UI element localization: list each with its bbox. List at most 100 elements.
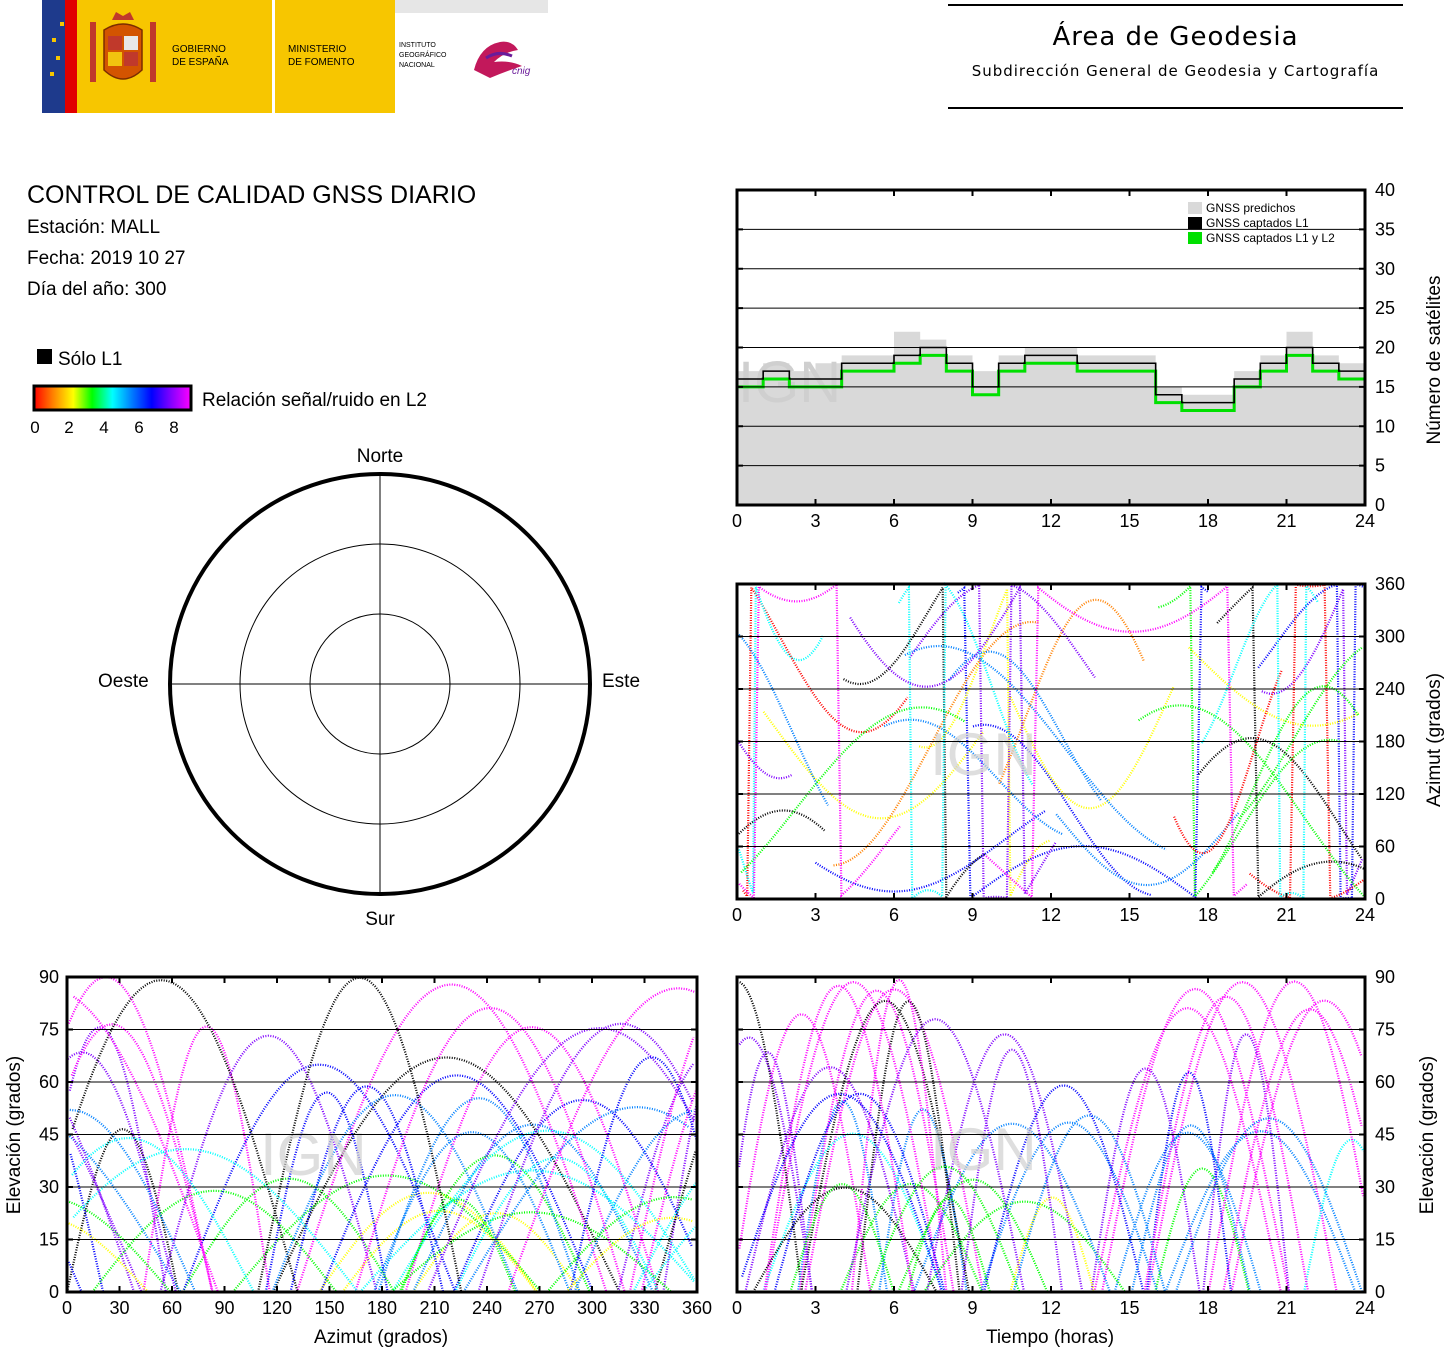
elev-time-track — [1145, 1071, 1233, 1293]
x-tick-label: 12 — [1041, 1298, 1061, 1318]
elev-az-track — [68, 1195, 694, 1293]
cnig-logo-icon: cnig — [474, 41, 531, 78]
elev-time-track — [738, 1013, 872, 1293]
azimuth-track — [736, 739, 792, 780]
y-tick-label: 75 — [1375, 1020, 1395, 1040]
y-tick-label: 15 — [1375, 377, 1395, 397]
x-tick-label: 12 — [1041, 511, 1061, 531]
x-tick-label: 180 — [367, 1298, 397, 1318]
elev-time-track — [1207, 980, 1365, 1293]
elev-time-track — [912, 1122, 1112, 1293]
azimuth-track — [1197, 736, 1363, 859]
y-tick-label: 30 — [39, 1177, 59, 1197]
azimuth-track — [762, 711, 985, 820]
x-tick-label: 24 — [1355, 511, 1375, 531]
elev-time-tracks — [736, 979, 1365, 1293]
elev-time-track — [1130, 1124, 1252, 1293]
elev-az-track — [390, 1211, 673, 1293]
elev-az-track — [66, 1128, 180, 1293]
elev-az-track — [71, 978, 697, 1293]
eu-flag-strip — [42, 0, 65, 113]
azimuth-track — [833, 620, 1039, 867]
y-tick-label: 25 — [1375, 298, 1395, 318]
y-tick-label: 15 — [1375, 1230, 1395, 1250]
y-tick-label: 35 — [1375, 219, 1395, 239]
ministerio-line-2: DE FOMENTO — [288, 57, 355, 68]
azimuth-track — [1158, 583, 1342, 900]
elev-az-tracks — [66, 975, 697, 1293]
azimuth-track — [814, 809, 1046, 893]
elev-time-track — [796, 1100, 889, 1293]
elev-time-track — [1012, 1114, 1167, 1293]
azimuth-track — [1261, 588, 1364, 896]
predicted-area — [737, 331, 1365, 505]
elev-time-track — [1093, 1006, 1282, 1293]
x-tick-label: 15 — [1119, 511, 1139, 531]
snr-label: Relación señal/ruido en L2 — [202, 390, 427, 411]
azimuth-track — [1200, 581, 1319, 901]
elev-time-track — [738, 1036, 814, 1293]
elev-time-track — [1090, 1067, 1201, 1293]
y-tick-label: 30 — [1375, 1177, 1395, 1197]
satellite-count-chart: GNSS predichos GNSS captados L1 GNSS cap… — [732, 180, 1445, 531]
azimuth-track — [904, 644, 1167, 851]
elev-time-track — [1113, 1131, 1262, 1293]
elev-time-track — [737, 1051, 813, 1293]
snr-legend: Sólo L1 Relación señal/ruido en L2 0 2 4… — [30, 349, 427, 437]
y-tick-label: 15 — [39, 1230, 59, 1250]
x-tick-label: 300 — [577, 1298, 607, 1318]
snr-tick: 2 — [64, 418, 73, 437]
date-label: Fecha: 2019 10 27 — [27, 248, 186, 269]
y-tick-label: 45 — [39, 1125, 59, 1145]
elev-az-track — [66, 1105, 690, 1293]
elev-az-track — [454, 1156, 660, 1293]
snr-tick: 6 — [134, 418, 143, 437]
west-label: Oeste — [98, 671, 149, 692]
snr-tick: 0 — [30, 418, 39, 437]
instituto-line-3: NACIONAL — [399, 62, 435, 69]
elev-az-track — [71, 1136, 697, 1293]
azimuth-ylabel: Azimut (grados) — [1424, 673, 1445, 807]
ministerio-block — [275, 0, 395, 113]
snr-tick: 8 — [169, 418, 178, 437]
doy-label: Día del año: 300 — [27, 279, 167, 300]
elevation-azimuth-chart: Elevación (grados) Azimut (grados) IGN 0 3… — [4, 967, 712, 1348]
y-tick-label: 0 — [49, 1282, 59, 1302]
azimuth-track — [1173, 669, 1283, 855]
gobierno-line-2: DE ESPAÑA — [172, 55, 229, 68]
instituto-line-1: INSTITUTO — [399, 42, 436, 49]
x-tick-label: 18 — [1198, 905, 1218, 925]
x-tick-label: 30 — [109, 1298, 129, 1318]
x-tick-label: 150 — [314, 1298, 344, 1318]
elev-time-track — [1164, 1130, 1357, 1293]
area-title: Área de Geodesia — [1052, 22, 1299, 52]
y-tick-label: 5 — [1375, 456, 1385, 476]
x-tick-label: 9 — [967, 905, 977, 925]
elev-time-track — [1154, 1167, 1251, 1293]
elev-time-track — [897, 1178, 1049, 1293]
elev-time-track — [741, 1092, 944, 1293]
elev-az-ylabel: Elevación (grados) — [4, 1056, 25, 1214]
elev-az-track — [264, 1091, 389, 1293]
elevation-time-chart: Elevación (grados) Tiempo (horas) IGN 0 3 6… — [732, 967, 1438, 1348]
x-tick-label: 9 — [967, 1298, 977, 1318]
y-tick-label: 120 — [1375, 784, 1405, 804]
elev-az-track — [67, 1051, 695, 1293]
x-tick-label: 120 — [262, 1298, 292, 1318]
snr-tick: 4 — [99, 418, 108, 437]
x-tick-label: 6 — [889, 511, 899, 531]
elev-az-track — [68, 1022, 694, 1293]
x-tick-label: 360 — [682, 1298, 712, 1318]
x-tick-label: 18 — [1198, 511, 1218, 531]
count-ylabel: Número de satélites — [1424, 276, 1445, 445]
elev-time-track — [789, 1183, 895, 1293]
y-tick-label: 30 — [1375, 259, 1395, 279]
x-tick-label: 21 — [1276, 1298, 1296, 1318]
x-tick-label: 240 — [472, 1298, 502, 1318]
x-tick-label: 6 — [889, 1298, 899, 1318]
azimuth-track — [736, 809, 826, 837]
watermark: IGN — [260, 1121, 367, 1188]
elev-az-track — [72, 1147, 696, 1293]
area-header: Área de Geodesia Subdirección General de… — [948, 0, 1403, 113]
